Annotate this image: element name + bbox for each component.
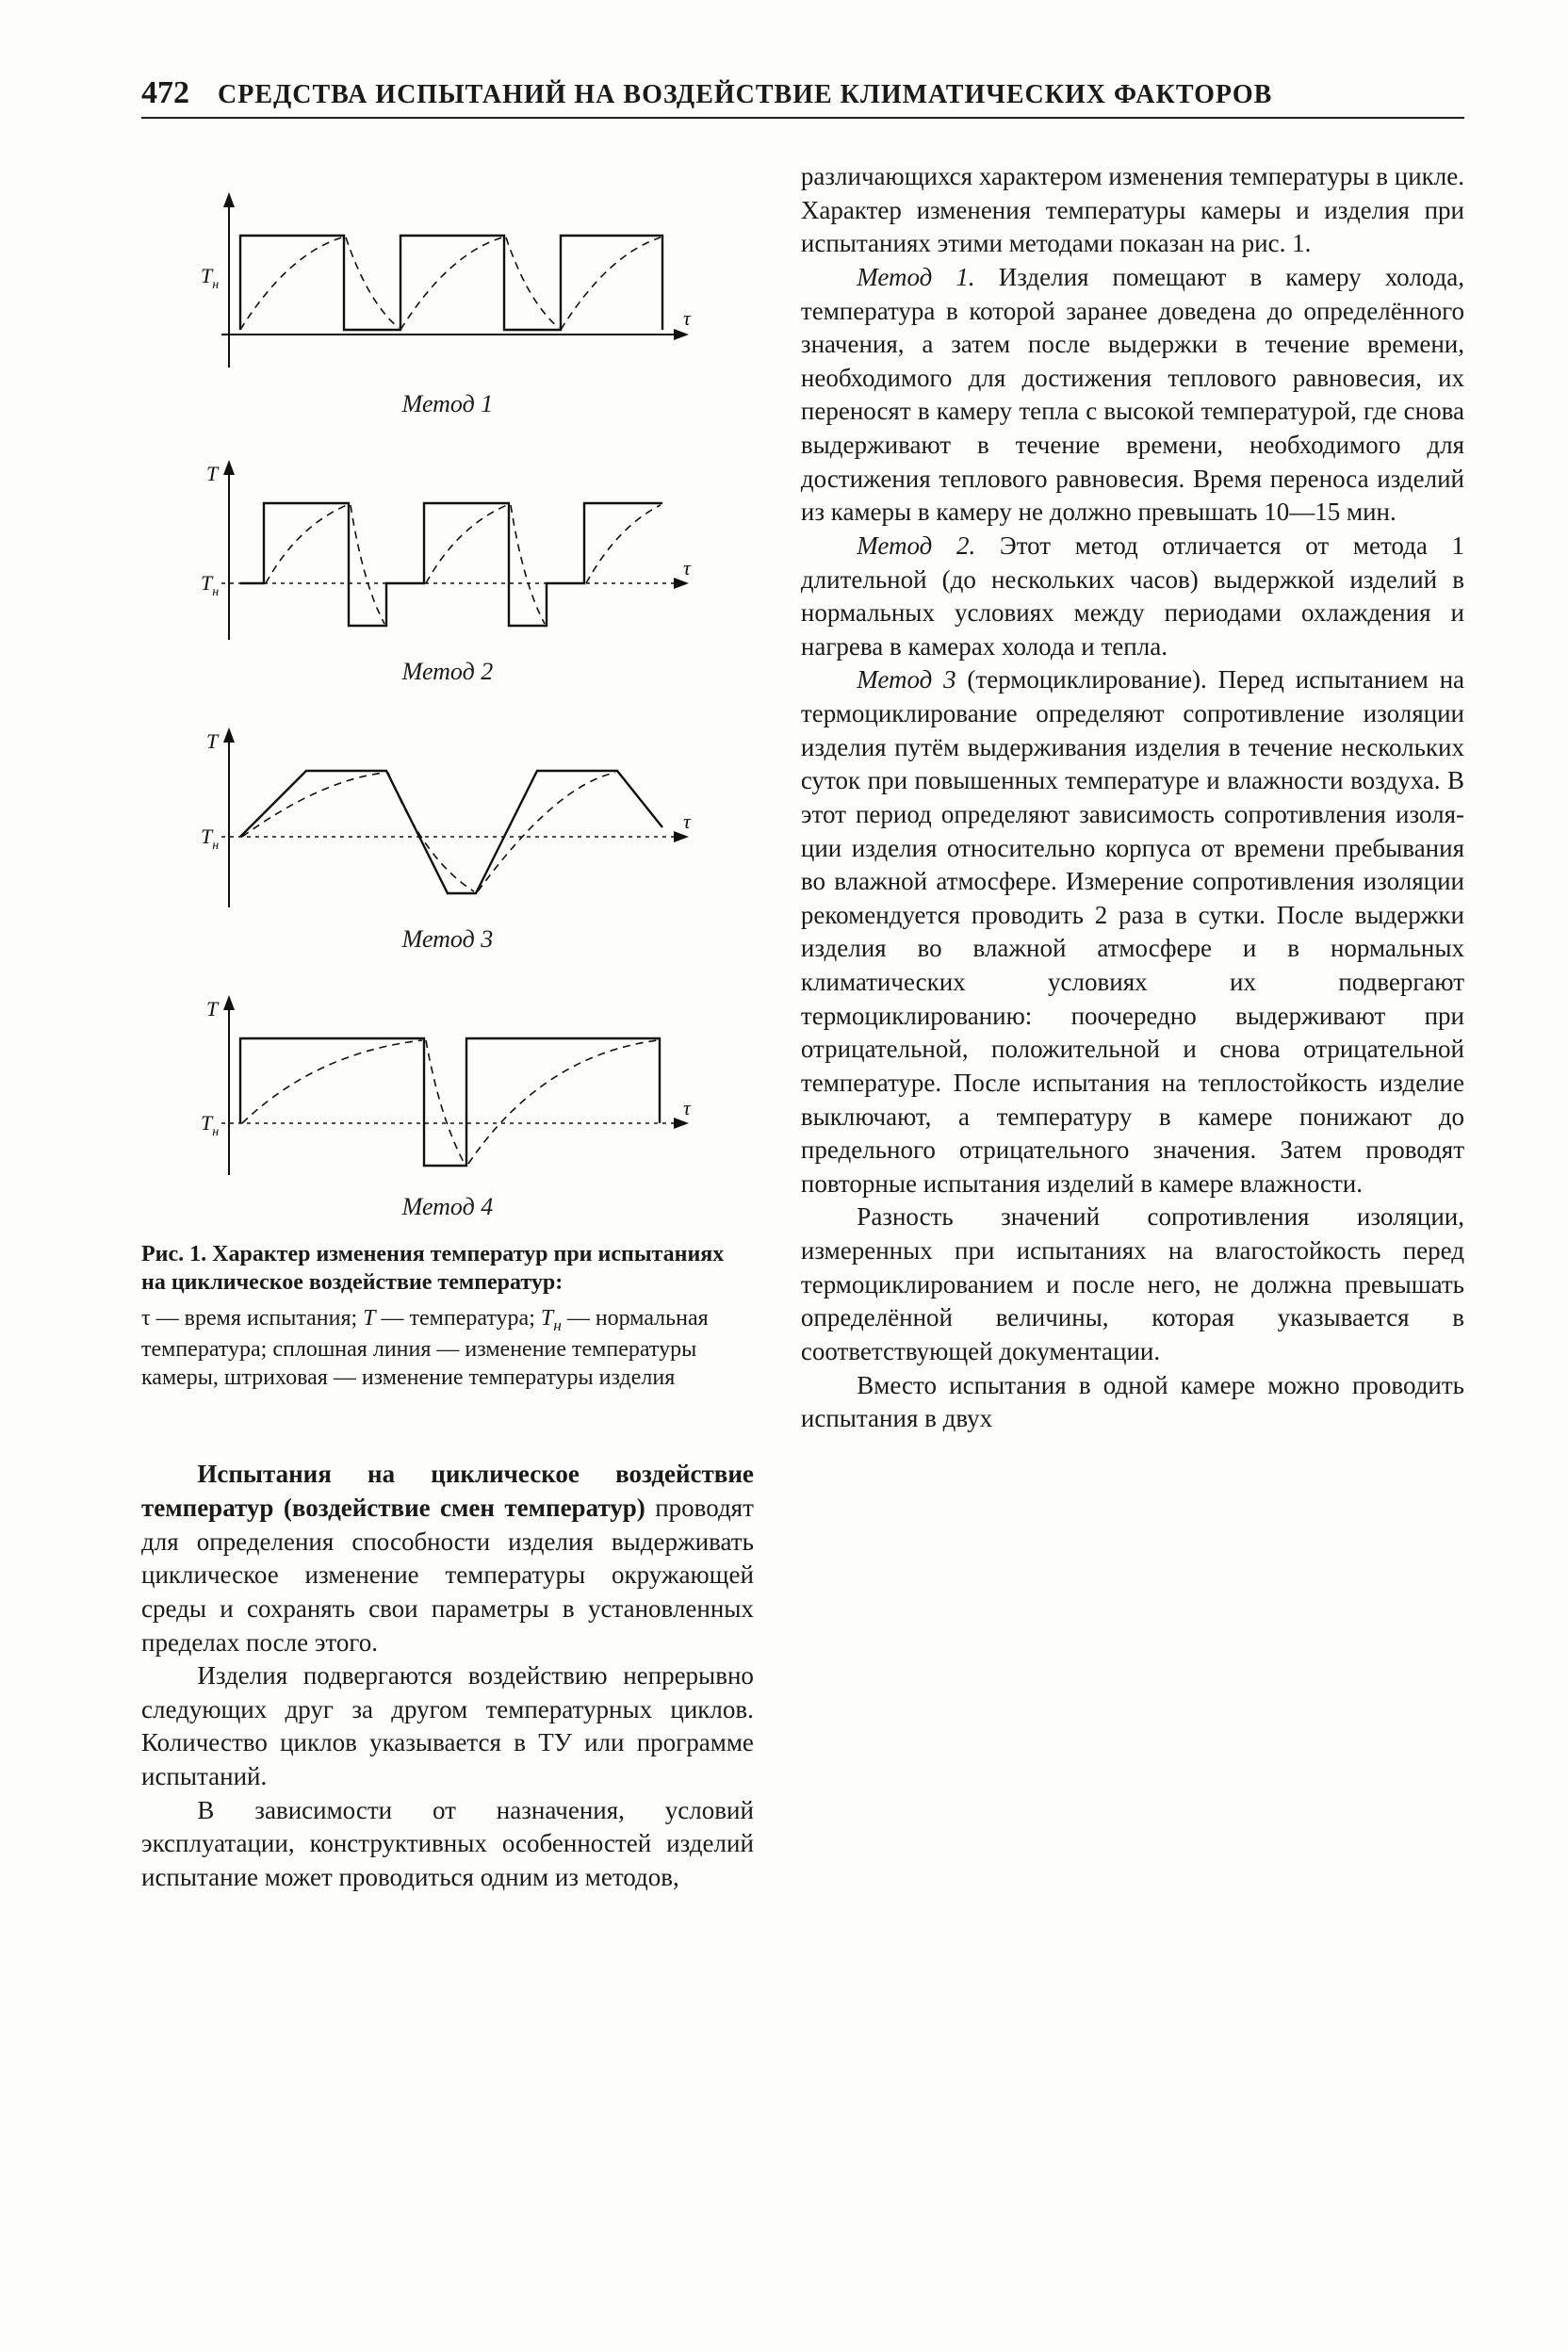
left-para-3: В зависимости от назначения, усло­вий эк… bbox=[141, 1794, 754, 1895]
panel-caption-4: Метод 4 bbox=[141, 1193, 754, 1221]
legend-text2: — температура; bbox=[376, 1306, 541, 1331]
svg-text:T: T bbox=[206, 997, 220, 1021]
figure-legend: τ — время испытания; T — температура; Tн… bbox=[141, 1304, 754, 1392]
left-column: Tн τ Метод 1 bbox=[141, 160, 754, 1895]
left-para-2: Изделия подвергаются воздействию непреры… bbox=[141, 1659, 754, 1794]
method2-label: Метод 2. bbox=[857, 531, 975, 560]
svg-text:τ: τ bbox=[683, 809, 692, 833]
panel-caption-1: Метод 1 bbox=[141, 390, 754, 418]
page-header: 472 СРЕДСТВА ИСПЫТАНИЙ НА ВОЗДЕЙСТВИЕ КЛ… bbox=[141, 75, 1464, 119]
figure-caption-bold: Рис. 1. Характер изменения температур пр… bbox=[141, 1242, 724, 1295]
legend-text: τ — время испытания; bbox=[141, 1306, 363, 1331]
right-para-m3: Метод 3 (термоциклирование). Пе­ред испы… bbox=[801, 663, 1464, 1200]
legend-Tn: T bbox=[541, 1306, 553, 1331]
svg-text:T: T bbox=[206, 462, 220, 485]
panel-caption-2: Метод 2 bbox=[141, 658, 754, 686]
legend-T: T bbox=[363, 1306, 375, 1331]
figure-caption: Рис. 1. Характер изменения температур пр… bbox=[141, 1240, 754, 1297]
panel-caption-3: Метод 3 bbox=[141, 925, 754, 954]
right-para-4: Разность значений сопротивления изоляции… bbox=[801, 1200, 1464, 1368]
legend-Tn-sub: н bbox=[553, 1316, 562, 1334]
right-para-5: Вместо испытания в одной камере можно пр… bbox=[801, 1369, 1464, 1436]
right-column: различающихся характером изменения темпе… bbox=[801, 160, 1464, 1895]
svg-text:Tн: Tн bbox=[201, 264, 219, 292]
two-column-layout: Tн τ Метод 1 bbox=[141, 160, 1464, 1895]
page-number: 472 bbox=[141, 75, 189, 111]
svg-text:τ: τ bbox=[683, 556, 692, 580]
figure-panel-2: T Tн τ bbox=[184, 437, 711, 654]
method3-label: Метод 3 bbox=[857, 665, 956, 694]
left-para-1: Испытания на циклическое воздей­ствие те… bbox=[141, 1458, 754, 1659]
running-head: СРЕДСТВА ИСПЫТАНИЙ НА ВОЗДЕЙСТВИЕ КЛИМАТ… bbox=[218, 80, 1272, 110]
figure-panel-4: T Tн τ bbox=[184, 972, 711, 1189]
method1-text: Изделия помещают в ка­меру холода, темпе… bbox=[801, 263, 1464, 526]
page: 472 СРЕДСТВА ИСПЫТАНИЙ НА ВОЗДЕЙСТВИЕ КЛ… bbox=[0, 0, 1568, 2352]
svg-text:τ: τ bbox=[683, 1096, 692, 1119]
svg-text:T: T bbox=[206, 729, 220, 753]
right-para-0: различающихся характером изменения темпе… bbox=[801, 160, 1464, 261]
right-para-m1: Метод 1. Изделия помещают в ка­меру холо… bbox=[801, 261, 1464, 530]
figure-panel-1: Tн τ bbox=[184, 170, 711, 386]
figure-1: Tн τ Метод 1 bbox=[141, 170, 754, 1392]
svg-text:Tн: Tн bbox=[201, 1111, 219, 1139]
method1-label: Метод 1. bbox=[857, 263, 974, 291]
svg-text:τ: τ bbox=[683, 306, 692, 330]
figure-panel-3: T Tн τ bbox=[184, 705, 711, 922]
right-para-m2: Метод 2. Этот метод отличается от метода… bbox=[801, 530, 1464, 664]
svg-text:Tн: Tн bbox=[201, 825, 219, 853]
svg-text:Tн: Tн bbox=[201, 571, 219, 599]
method3-text: (термоциклирование). Пе­ред испытанием н… bbox=[801, 665, 1464, 1197]
left-body-text: Испытания на циклическое воздей­ствие те… bbox=[141, 1458, 754, 1894]
